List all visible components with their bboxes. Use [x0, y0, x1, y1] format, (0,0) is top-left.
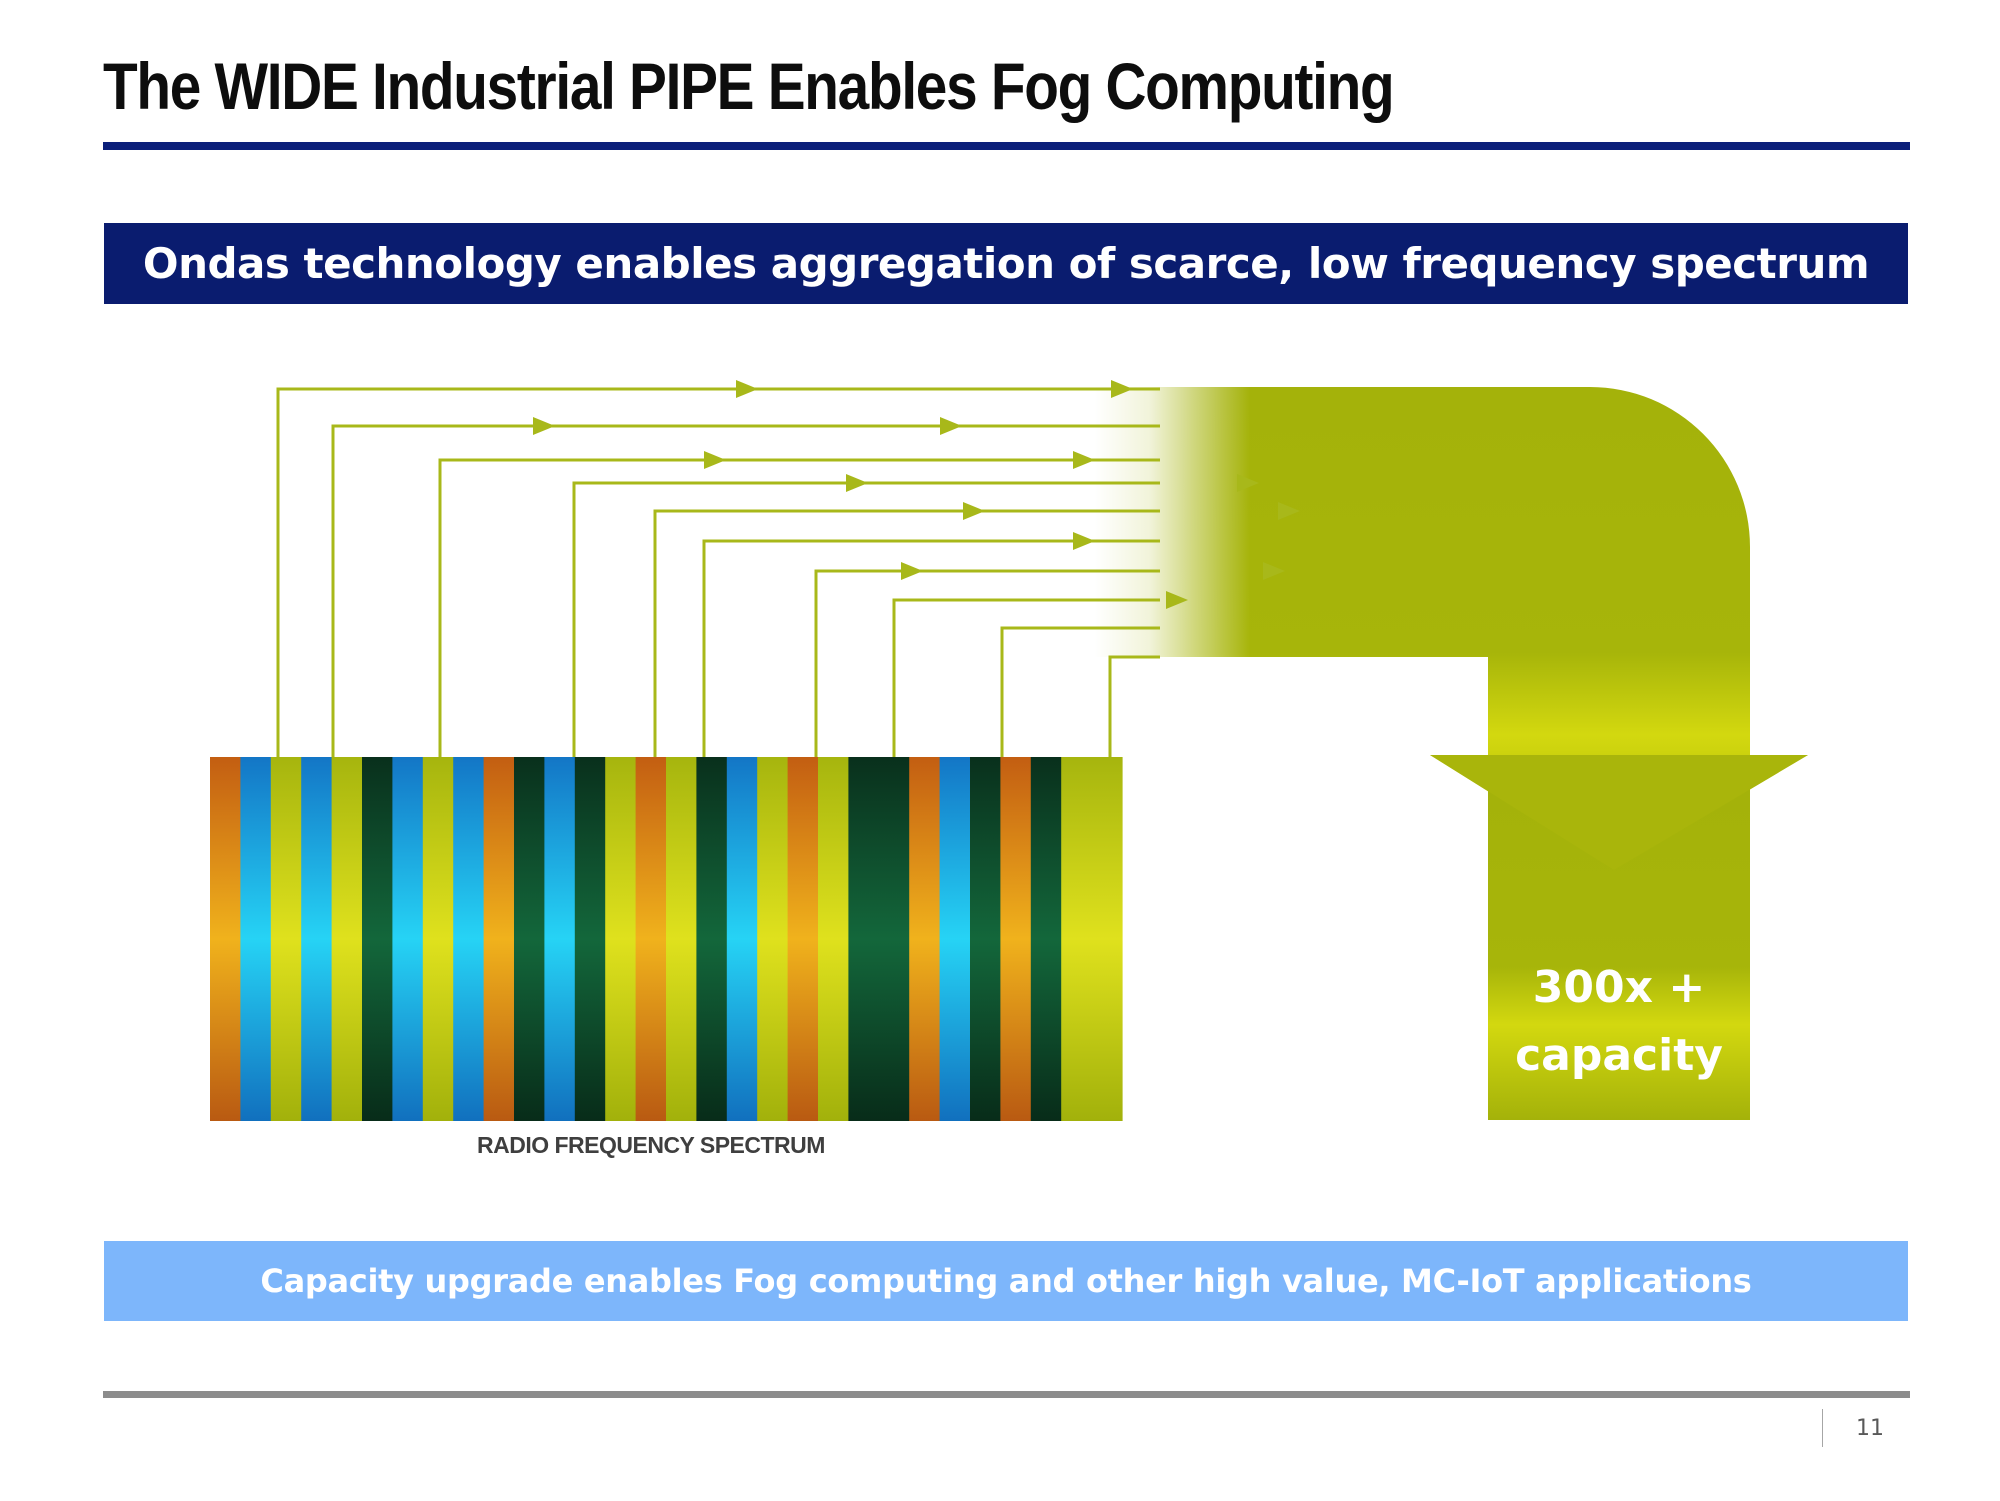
- feed-arrowhead: [1278, 502, 1300, 520]
- spectrum-label: RADIO FREQUENCY SPECTRUM: [477, 1132, 825, 1158]
- feed-line: [653, 509, 1160, 757]
- feed-arrowhead: [1263, 562, 1285, 580]
- spectrum-band: [605, 757, 637, 1121]
- feed-arrowhead: [846, 474, 868, 492]
- spectrum-band: [726, 757, 758, 1121]
- spectrum-band: [362, 757, 393, 1121]
- spectrum-band: [1030, 757, 1062, 1121]
- spectrum-band: [392, 757, 424, 1121]
- spectrum-band: [270, 757, 302, 1121]
- spectrum-band: [210, 757, 241, 1121]
- page-title: The WIDE Industrial PIPE Enables Fog Com…: [103, 49, 1395, 123]
- top-banner-text: Ondas technology enables aggregation of …: [142, 239, 1870, 288]
- spectrum-band: [453, 757, 485, 1121]
- spectrum-band: [757, 757, 789, 1121]
- spectrum-band: [666, 757, 697, 1121]
- spectrum-band: [574, 757, 606, 1121]
- page-number-separator: [1822, 1409, 1823, 1447]
- spectrum-band: [818, 757, 849, 1121]
- footer-divider: [103, 1391, 1910, 1398]
- spectrum-band: [909, 757, 941, 1121]
- feed-arrowhead: [1111, 380, 1133, 398]
- feed-arrowhead: [901, 562, 923, 580]
- spectrum-band: [514, 757, 545, 1121]
- top-banner: Ondas technology enables aggregation of …: [104, 223, 1908, 304]
- spectrum-band: [848, 757, 880, 1121]
- feed-arrowhead: [533, 417, 555, 435]
- title-underline: [103, 142, 1910, 150]
- feed-arrowhead: [940, 417, 962, 435]
- spectrum-band: [331, 757, 363, 1121]
- feed-arrowhead: [736, 380, 758, 398]
- spectrum-band: [240, 757, 272, 1121]
- spectrum-band: [1000, 757, 1032, 1121]
- spectrum-band: [787, 757, 819, 1121]
- feed-line: [572, 481, 1160, 757]
- feed-line: [438, 458, 1160, 757]
- feed-lines: [276, 380, 1300, 757]
- spectrum-bands: [210, 757, 1123, 1121]
- feed-line: [1000, 626, 1160, 757]
- feed-arrowhead: [704, 451, 726, 469]
- feed-arrowhead: [1073, 451, 1095, 469]
- spectrum-band: [1061, 757, 1093, 1121]
- spectrum-band: [544, 757, 576, 1121]
- feed-line: [892, 598, 1160, 757]
- spectrum-band: [422, 757, 454, 1121]
- feed-line: [1108, 655, 1160, 757]
- feed-line: [276, 387, 1160, 757]
- spectrum-band: [301, 757, 333, 1121]
- spectrum-band: [635, 757, 667, 1121]
- spectrum-band: [878, 757, 910, 1121]
- feed-arrowhead: [1073, 532, 1095, 550]
- feed-line: [814, 569, 1160, 757]
- capacity-arrow-head: [1430, 755, 1808, 870]
- capacity-label-line2: capacity: [1515, 1030, 1723, 1081]
- capacity-label-line1: 300x +: [1533, 962, 1705, 1013]
- arrow-fade-overlay: [1095, 385, 1250, 659]
- feed-line: [702, 539, 1160, 757]
- feed-arrowhead: [1237, 474, 1259, 492]
- spectrum-band: [1091, 757, 1123, 1121]
- spectrum-band: [970, 757, 1001, 1121]
- spectrum-band: [939, 757, 971, 1121]
- bottom-banner: Capacity upgrade enables Fog computing a…: [104, 1241, 1908, 1321]
- spectrum-band: [483, 757, 515, 1121]
- feed-arrowhead: [1166, 591, 1188, 609]
- spectrum-band: [696, 757, 728, 1121]
- bottom-banner-text: Capacity upgrade enables Fog computing a…: [260, 1262, 1752, 1300]
- capacity-arrow: [1095, 387, 1808, 870]
- feed-line: [331, 424, 1160, 757]
- page-number: 11: [1856, 1416, 1884, 1441]
- feed-arrowhead: [963, 502, 985, 520]
